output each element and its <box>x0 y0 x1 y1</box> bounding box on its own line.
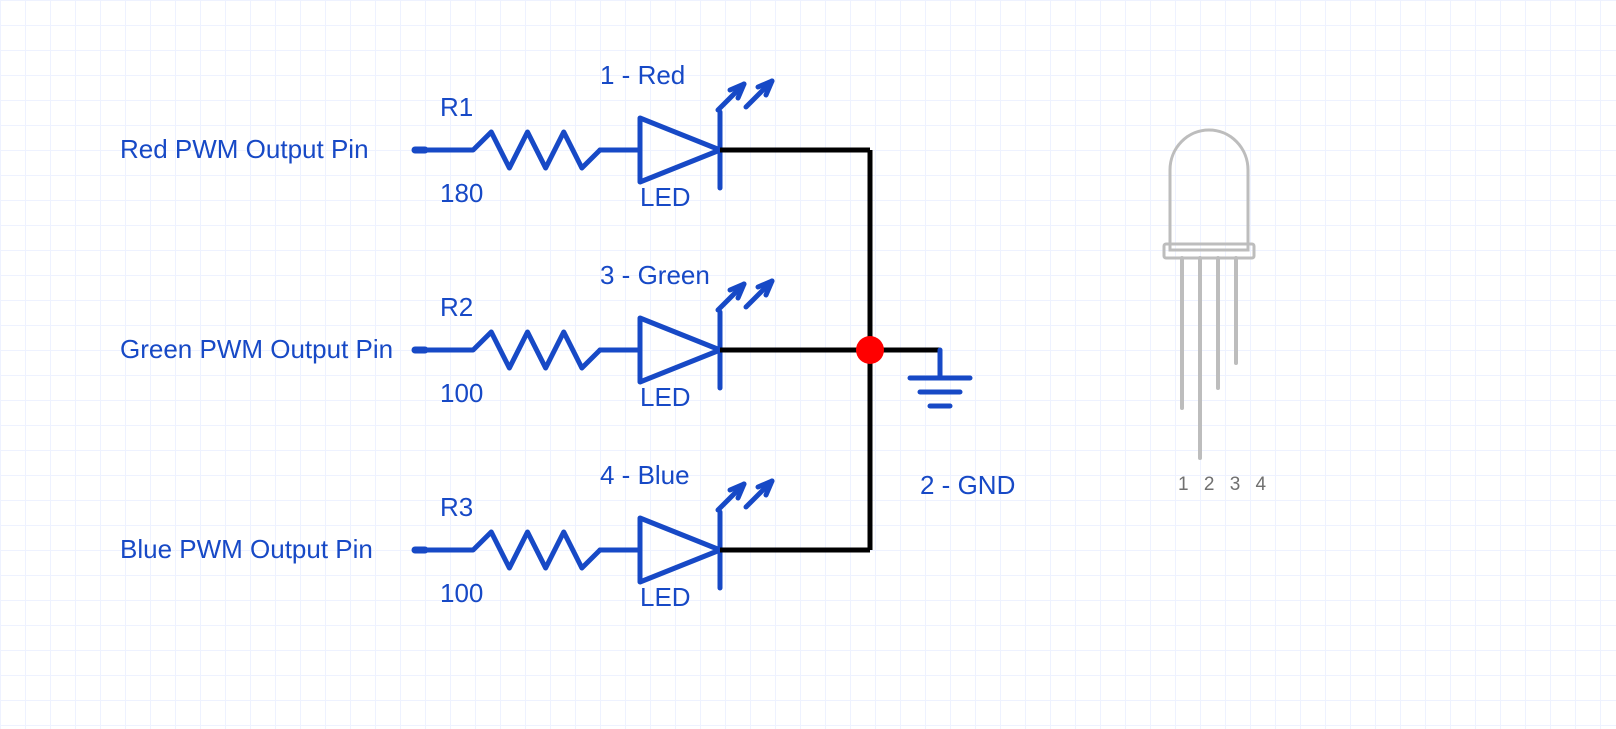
led-package-pins: 1 2 3 4 <box>1178 474 1271 496</box>
pin-label-green: Green PWM Output Pin <box>120 334 393 365</box>
led-top-blue: 4 - Blue <box>600 460 690 491</box>
resistor-val-blue: 100 <box>440 578 483 609</box>
resistor-val-green: 100 <box>440 378 483 409</box>
resistor-ref-green: R2 <box>440 292 473 323</box>
led-top-green: 3 - Green <box>600 260 710 291</box>
resistor-ref-red: R1 <box>440 92 473 123</box>
led-bot-blue: LED <box>640 582 691 613</box>
pin-label-red: Red PWM Output Pin <box>120 134 369 165</box>
led-bot-green: LED <box>640 382 691 413</box>
resistor-val-red: 180 <box>440 178 483 209</box>
led-top-red: 1 - Red <box>600 60 685 91</box>
led-bot-red: LED <box>640 182 691 213</box>
pin-label-blue: Blue PWM Output Pin <box>120 534 373 565</box>
gnd-label: 2 - GND <box>920 470 1015 501</box>
resistor-ref-blue: R3 <box>440 492 473 523</box>
